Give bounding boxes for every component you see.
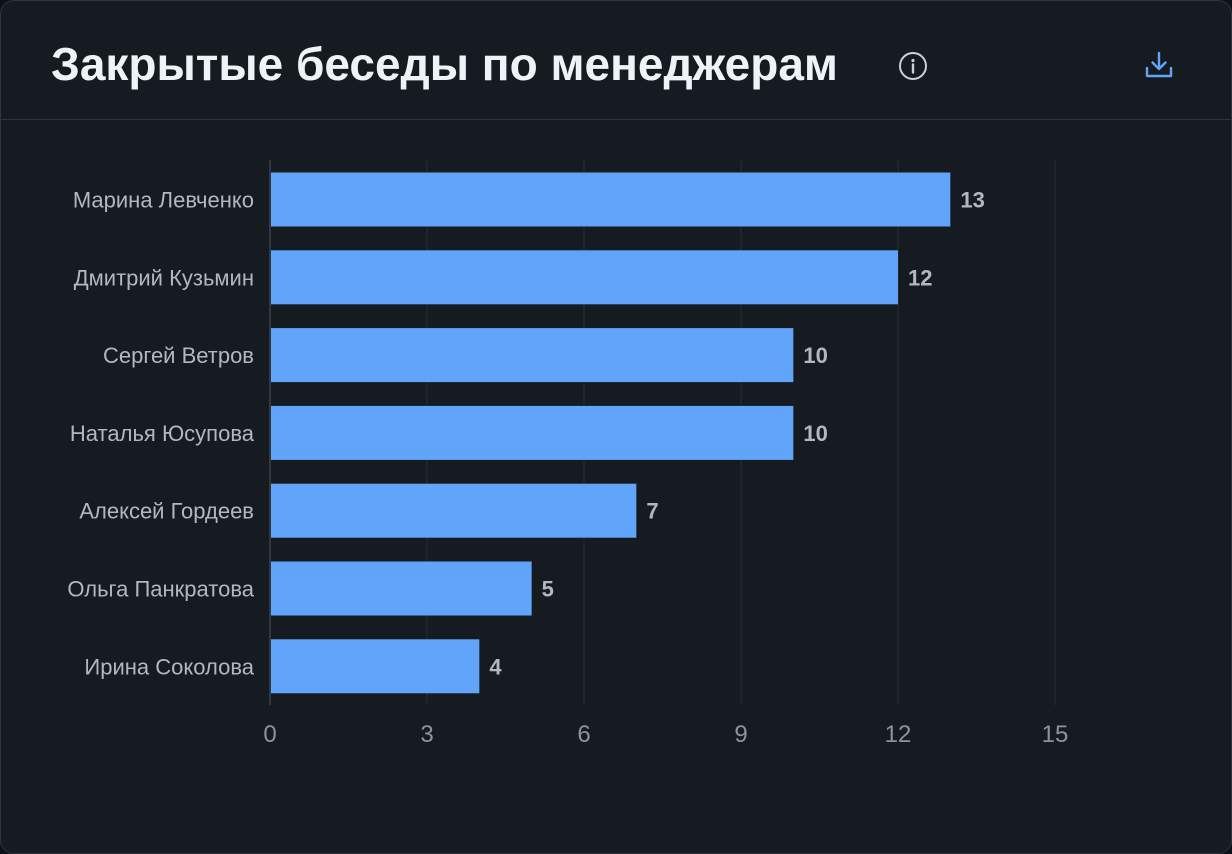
x-tick-label: 9 <box>734 721 747 748</box>
category-label: Сергей Ветров <box>103 343 254 368</box>
category-label: Марина Левченко <box>73 188 254 213</box>
bar[interactable] <box>271 483 637 538</box>
value-label: 10 <box>803 421 827 446</box>
card-header: Закрытые беседы по менеджерам <box>1 1 1231 120</box>
download-icon[interactable] <box>1141 47 1177 83</box>
value-label: 4 <box>489 654 502 679</box>
x-tick-label: 3 <box>420 721 433 748</box>
bar[interactable] <box>271 639 480 694</box>
x-tick-label: 12 <box>885 721 912 748</box>
bar[interactable] <box>271 172 951 227</box>
x-tick-label: 0 <box>263 721 276 748</box>
x-tick-label: 6 <box>577 721 590 748</box>
value-label: 12 <box>908 265 932 290</box>
chart-title: Закрытые беседы по менеджерам <box>51 38 838 90</box>
category-label: Алексей Гордеев <box>79 499 254 524</box>
bar[interactable] <box>271 250 898 305</box>
label-layer: 0 3 6 9 12 15 Марина Левченко 13 Дмитрий Кузьмин… <box>67 188 1068 749</box>
bar[interactable] <box>271 328 794 383</box>
bar[interactable] <box>271 561 532 616</box>
category-label: Ирина Соколова <box>84 654 254 679</box>
bar-layer <box>271 172 951 694</box>
category-label: Наталья Юсупова <box>70 421 255 446</box>
category-label: Дмитрий Кузьмин <box>74 265 254 290</box>
value-label: 5 <box>542 577 554 602</box>
value-label: 13 <box>960 188 984 213</box>
category-label: Ольга Панкратова <box>67 577 254 602</box>
value-label: 7 <box>646 499 658 524</box>
x-tick-label: 15 <box>1042 721 1069 748</box>
info-icon[interactable] <box>898 51 928 81</box>
value-label: 10 <box>803 343 827 368</box>
bar[interactable] <box>271 405 794 460</box>
